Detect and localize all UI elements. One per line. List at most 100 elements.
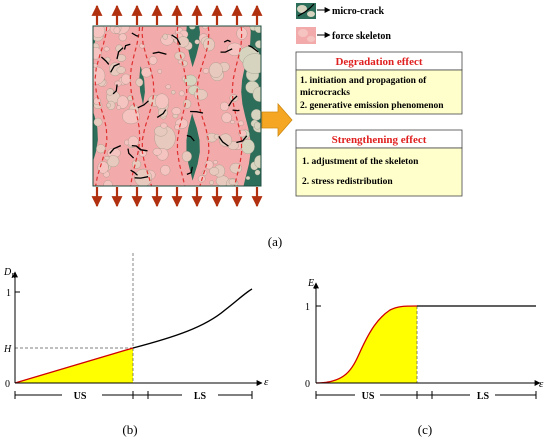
process-arrow (261, 102, 293, 138)
aggregate (106, 88, 114, 96)
aggregate (113, 26, 121, 34)
micro-crack (110, 63, 120, 73)
aggregate (228, 178, 238, 186)
chart-c-region-ls: LS (477, 391, 490, 402)
degradation-item-2: 2. generative emission phenomenon (300, 101, 444, 111)
aggregate (181, 151, 192, 162)
skeleton-dash (94, 26, 108, 186)
micro-crack (131, 32, 139, 37)
chart-c-sigmoid-curve (315, 305, 418, 384)
aggregate (242, 53, 261, 74)
aggregate (221, 112, 232, 123)
aggregate (183, 99, 192, 109)
aggregate (220, 101, 229, 111)
aggregate (183, 74, 197, 87)
aggregate (254, 155, 261, 169)
micro-crack (134, 176, 149, 179)
chart-c: Et 1 0 ε US LS (c) (305, 278, 544, 437)
aggregate (213, 160, 218, 165)
micro-crack (112, 84, 118, 95)
micro-crack (137, 100, 149, 109)
aggregate (93, 26, 106, 38)
aggregate (162, 33, 168, 40)
aggregate (171, 90, 176, 95)
aggregate (103, 180, 113, 186)
chart-b: DR 1 H 0 ε US LS (b) (3, 253, 269, 437)
micro-crack (223, 39, 231, 43)
aggregate (250, 109, 261, 121)
chart-c-origin: 0 (305, 379, 310, 390)
chart-b-damage-curve (132, 288, 253, 349)
micro-crack (156, 109, 167, 118)
micro-crack (116, 47, 124, 60)
load-arrows-bottom (91, 187, 263, 208)
aggregate (106, 102, 111, 108)
chart-b-region-us: US (74, 391, 87, 402)
skeleton-dash (231, 26, 243, 186)
load-arrows-top (91, 4, 263, 25)
aggregate (254, 169, 261, 176)
aggregate (157, 69, 162, 74)
strengthening-item-1: 1. adjustment of the skeleton (302, 157, 419, 167)
micro-crack (100, 56, 110, 65)
aggregate (254, 26, 261, 34)
chart-b-origin: 0 (5, 379, 10, 390)
aggregate (141, 67, 152, 78)
strengthening-effect-box: Strengthening effect 1. adjustment of th… (295, 129, 463, 197)
aggregate (174, 124, 181, 130)
micro-crack (190, 110, 204, 114)
aggregate (229, 162, 243, 174)
aggregate (97, 161, 109, 174)
micro-crack (109, 145, 122, 154)
aggregate (194, 89, 208, 101)
aggregate (114, 80, 122, 87)
aggregate (209, 62, 223, 78)
micro-crack (248, 44, 259, 53)
aggregate (121, 73, 131, 85)
aggregate (230, 120, 235, 124)
chart-c-y-tick-1: 1 (305, 302, 310, 313)
aggregate (238, 129, 247, 138)
aggregate (202, 68, 209, 74)
chart-c-us-area (316, 306, 417, 383)
aggregate (204, 160, 214, 170)
aggregate (116, 105, 121, 110)
aggregate (116, 66, 126, 74)
micro-crack (130, 169, 138, 176)
aggregate (93, 117, 103, 127)
micro-crack (228, 95, 238, 107)
skeleton-dashed-boundaries (94, 26, 243, 186)
micro-crack (186, 134, 195, 142)
micro-crack (232, 109, 240, 112)
aggregate (152, 148, 162, 156)
micro-crack (220, 48, 233, 53)
aggregate (103, 46, 110, 52)
panel-label-b: (b) (122, 422, 137, 437)
degradation-effect-box: Degradation effect 1. initiation and pro… (295, 51, 463, 115)
aggregate (174, 51, 186, 61)
skeleton-dash (141, 26, 155, 186)
micro-crack (152, 51, 167, 55)
chart-b-y-tick-1: 1 (6, 288, 11, 299)
chart-b-y-label: DR (3, 267, 16, 280)
specimen (93, 26, 261, 186)
aggregate (238, 120, 244, 126)
aggregate (236, 27, 248, 40)
chart-c-region-brackets (315, 391, 537, 399)
chart-b-x-label: ε (264, 376, 269, 388)
aggregate (218, 133, 233, 147)
strengthening-item-2: 2. stress redistribution (302, 177, 393, 187)
aggregate (194, 39, 200, 45)
micro-crack (218, 136, 229, 147)
legend-force-skeleton: force skeleton (296, 27, 391, 44)
legend-micro-crack: micro-crack (296, 3, 384, 19)
aggregate (203, 38, 215, 52)
aggregate (118, 33, 127, 42)
micro-crack (123, 43, 131, 50)
degradation-item-1: 1. initiation and propagation of (300, 76, 427, 86)
aggregate (155, 93, 169, 109)
micro-crack (131, 144, 141, 150)
skeleton-dash (196, 26, 210, 186)
aggregate (135, 78, 144, 87)
